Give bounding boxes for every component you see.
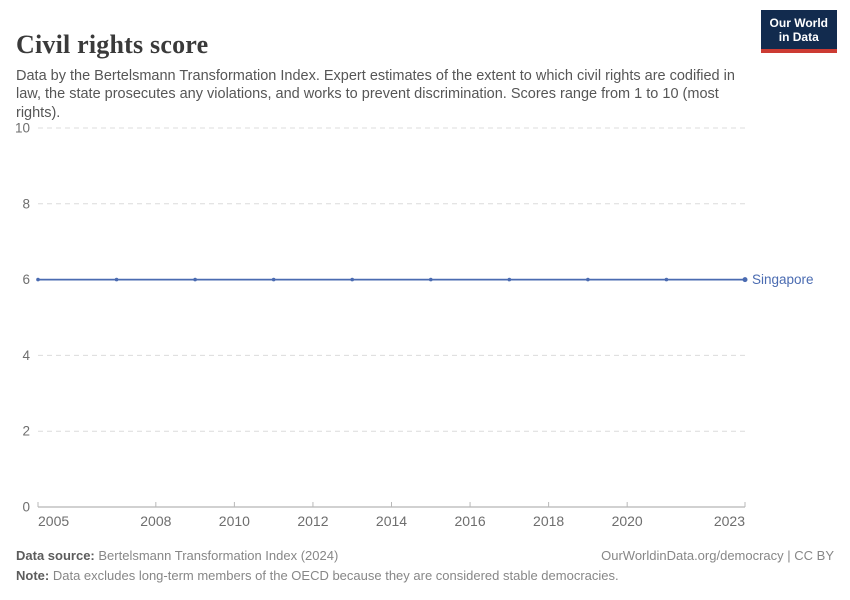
y-axis-label-0: 0 <box>22 500 30 515</box>
y-axis-label-10: 10 <box>15 121 30 136</box>
x-axis-label-2005: 2005 <box>38 513 69 529</box>
note-label: Note: <box>16 568 50 583</box>
y-axis-label-4: 4 <box>22 348 30 363</box>
singapore-point-2007[interactable] <box>114 277 119 282</box>
singapore-point-2011[interactable] <box>271 277 276 282</box>
owid-logo-line2: in Data <box>778 30 819 44</box>
chart-subtitle: Data by the Bertelsmann Transformation I… <box>16 67 735 121</box>
singapore-label[interactable]: Singapore <box>752 272 814 287</box>
x-axis-label-2018: 2018 <box>533 513 564 529</box>
note-line: Note: Data excludes long-term members of… <box>16 568 834 583</box>
owid-logo-line1: Our World <box>769 16 828 30</box>
x-axis-label-2010: 2010 <box>219 513 250 529</box>
y-axis-label-8: 8 <box>22 196 30 211</box>
x-axis-label-2012: 2012 <box>297 513 328 529</box>
singapore-point-2023[interactable] <box>742 277 748 283</box>
x-axis-label-2023: 2023 <box>714 513 745 529</box>
note-text: Data excludes long-term members of the O… <box>52 568 619 583</box>
x-axis-label-2020: 2020 <box>612 513 643 529</box>
x-axis-label-2008: 2008 <box>140 513 171 529</box>
owid-logo: Our World in Data <box>760 10 837 53</box>
page-title: Civil rights score <box>16 30 209 60</box>
x-axis-label-2014: 2014 <box>376 513 407 529</box>
x-axis-label-2016: 2016 <box>454 513 485 529</box>
singapore-point-2021[interactable] <box>664 277 669 282</box>
chart-footer: Data source: Bertelsmann Transformation … <box>16 548 834 583</box>
credit-link[interactable]: OurWorldinData.org/democracy | CC BY <box>601 548 834 563</box>
singapore-point-2013[interactable] <box>350 277 355 282</box>
singapore-point-2017[interactable] <box>507 277 512 282</box>
y-axis-label-6: 6 <box>22 272 30 287</box>
chart-canvas[interactable]: 0 2 4 6 8 10 2005 2008 2010 2012 2014 2016 2018 2020 2… <box>0 0 850 545</box>
singapore-point-2015[interactable] <box>428 277 433 282</box>
singapore-point-2009[interactable] <box>193 277 197 282</box>
data-source-line: Data source: Bertelsmann Transformation … <box>16 548 338 563</box>
data-source-text: Bertelsmann Transformation Index (2024) <box>98 548 339 563</box>
y-axis-label-2: 2 <box>22 424 30 439</box>
data-source-label: Data source: <box>16 548 95 563</box>
singapore-point-2005[interactable] <box>36 277 40 282</box>
singapore-point-2019[interactable] <box>586 277 590 282</box>
